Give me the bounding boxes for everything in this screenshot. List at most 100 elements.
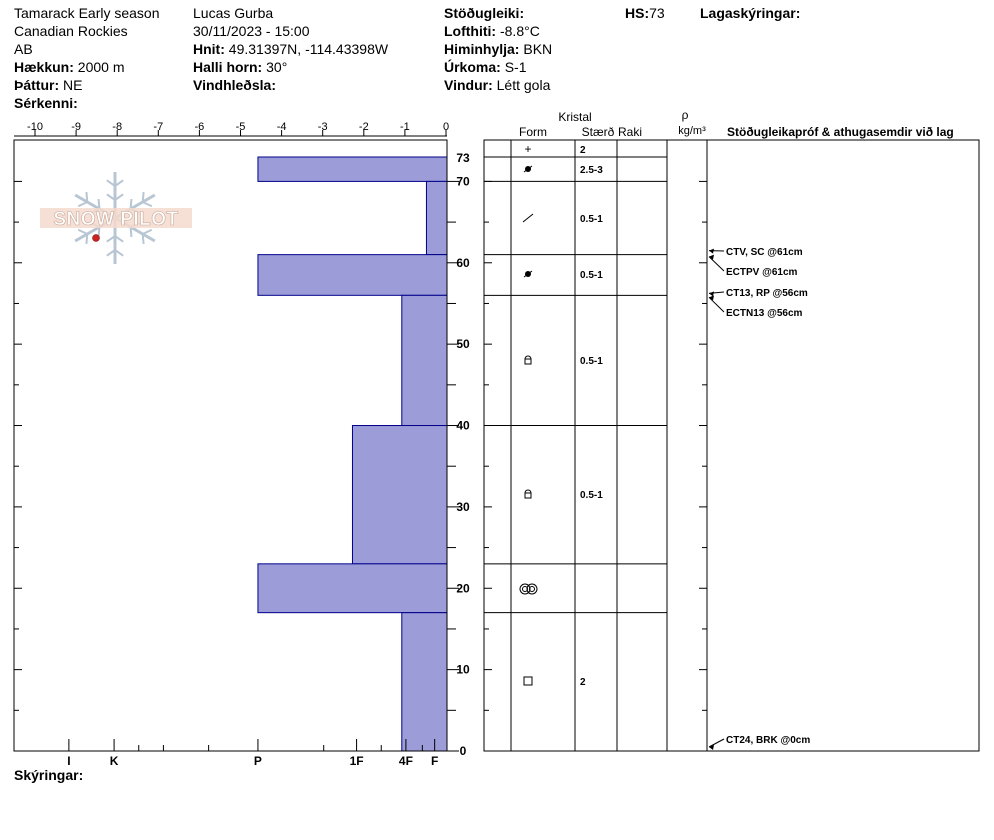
- x-tick-label: -7: [153, 121, 163, 133]
- test-arrow-head: [709, 295, 714, 301]
- test-arrow-head: [709, 254, 714, 260]
- aspect-value: NE: [63, 77, 83, 93]
- stability-row: Stöðugleiki:: [444, 4, 552, 22]
- test-arrow-line: [708, 738, 725, 748]
- header-col2: Lucas Gurba 30/11/2023 - 15:00 Hnit: 49.…: [193, 4, 388, 94]
- crystal-size-label: 2: [580, 145, 586, 156]
- date-time: 30/11/2023 - 15:00: [193, 23, 310, 39]
- x-tick-label: -2: [359, 121, 369, 133]
- wind-value: Létt gola: [496, 77, 551, 93]
- snowflake-branch: [114, 193, 124, 201]
- y-tick-label: 10: [456, 663, 470, 677]
- x-tick-label: 0: [443, 121, 449, 133]
- hdr-density-unit: kg/m³: [678, 125, 706, 137]
- hardness-tick-label: P: [254, 754, 262, 768]
- stability-test-label: CT24, BRK @0cm: [726, 735, 810, 746]
- hdr-size: Stærð: [582, 125, 615, 139]
- snowflake-branch: [114, 249, 124, 257]
- snowflake-branch: [141, 191, 145, 203]
- hardness-bar: [401, 294, 448, 427]
- snowflake-branch: [114, 235, 124, 243]
- hardness-bar: [425, 180, 448, 256]
- hardness-tick-label: 1F: [350, 754, 364, 768]
- state: AB: [14, 41, 33, 57]
- crystal-symbol-dot-slash: [523, 270, 533, 278]
- hardness-tick-label: 4F: [399, 754, 413, 768]
- features-label: Sérkenni:: [14, 95, 78, 111]
- wind-label: Vindur:: [444, 77, 493, 93]
- x-tick-label: -6: [195, 121, 205, 133]
- crystal-symbol-dot-slash: [523, 165, 533, 173]
- slope-value: 30°: [266, 59, 288, 75]
- snowflake-branch: [97, 226, 101, 238]
- crystal-symbol-rf-arc: [524, 355, 532, 360]
- hardness-tick-label: F: [431, 754, 438, 768]
- hardness-tick-label: I: [67, 754, 70, 768]
- wind-loading-row: Vindhleðsla:: [193, 76, 388, 94]
- test-arrow-head: [709, 291, 714, 297]
- sky-value: BKN: [523, 41, 553, 57]
- x-tick-label: -8: [112, 121, 122, 133]
- x-tick-label: -4: [277, 121, 287, 133]
- test-arrow-line: [708, 296, 725, 313]
- hardness-bar: [257, 563, 448, 614]
- crystal-symbol-slash: [522, 213, 534, 223]
- notes-row: Skýringar:: [14, 766, 83, 784]
- snowflake-branch: [77, 201, 88, 208]
- snowflake-branch: [85, 233, 89, 245]
- snowflake-branch: [141, 233, 145, 245]
- snow-height: HS:73: [625, 4, 665, 22]
- hdr-form: Form: [519, 125, 547, 139]
- location-name: Tamarack Early season: [14, 5, 160, 21]
- precip-value: S-1: [504, 59, 527, 75]
- y-tick-label: 50: [456, 337, 470, 351]
- test-arrow-head: [709, 248, 714, 254]
- stability-label: Stöðugleiki:: [444, 5, 525, 21]
- layer-notes-label: Lagaskýringar:: [700, 5, 801, 21]
- wind-row: Vindur: Létt gola: [444, 76, 552, 94]
- test-arrow-head: [709, 745, 714, 750]
- snowflake-branch: [77, 228, 88, 235]
- crystal-size-label: 0.5-1: [580, 214, 603, 225]
- y-tick-label: 20: [456, 581, 470, 595]
- crystal-size-label: 0.5-1: [580, 356, 603, 367]
- aspect-label: Þáttur:: [14, 77, 60, 93]
- header-col3: Stöðugleiki: Lofthiti: -8.8°C Himinhylja…: [444, 4, 552, 94]
- crystal-symbol-square: [523, 676, 533, 686]
- table-frame: [483, 139, 980, 752]
- snowflake-branch: [97, 198, 101, 210]
- stability-test-label: CT13, RP @56cm: [726, 288, 808, 299]
- crystal-size-label: 2: [580, 677, 586, 688]
- crystal-symbol-mf-right-inner: [529, 586, 535, 592]
- hdr-tests: Stöðugleikapróf & athugasemdir við lag: [727, 125, 954, 139]
- hardness-bar: [257, 156, 448, 182]
- crystal-symbol-mf-left-inner: [522, 586, 528, 592]
- hdr-moisture: Raki: [618, 125, 642, 139]
- snowflake-branch: [106, 249, 116, 257]
- y-tick-label: 0: [460, 744, 467, 758]
- y-tick-label: 70: [456, 174, 470, 188]
- crystal-table: Kristal Form Stærð Raki ρ kg/m³ Stöðugleikapró…: [483, 108, 980, 752]
- precip-label: Úrkoma:: [444, 59, 501, 75]
- crystal-size-label: 0.5-1: [580, 270, 603, 281]
- crystal-symbol-rf-arc: [524, 489, 532, 494]
- snowflake-branch: [129, 198, 133, 210]
- elevation-row: Hækkun: 2000 m: [14, 58, 160, 76]
- snowflake-branch: [142, 201, 153, 208]
- hdr-crystal: Kristal: [558, 110, 591, 124]
- air-temp-value: -8.8°C: [499, 23, 540, 39]
- hardness-bars: [257, 156, 448, 752]
- hardness-bar: [351, 425, 448, 565]
- wind-loading-label: Vindhleðsla:: [193, 77, 276, 93]
- crystal-symbol-rf-box: [524, 492, 532, 499]
- crystal-symbol-rf-box: [524, 358, 532, 365]
- logo-text: SNOW PILOT: [53, 209, 178, 230]
- logo-banner: [40, 208, 192, 228]
- coords-row: Hnit: 49.31397N, -114.43398W: [193, 40, 388, 58]
- plot-frame: [13, 139, 448, 752]
- hs-label: HS:: [625, 5, 650, 21]
- x-tick-label: -1: [400, 121, 410, 133]
- precip-row: Úrkoma: S-1: [444, 58, 552, 76]
- crystal-size-label: 0.5-1: [580, 490, 603, 501]
